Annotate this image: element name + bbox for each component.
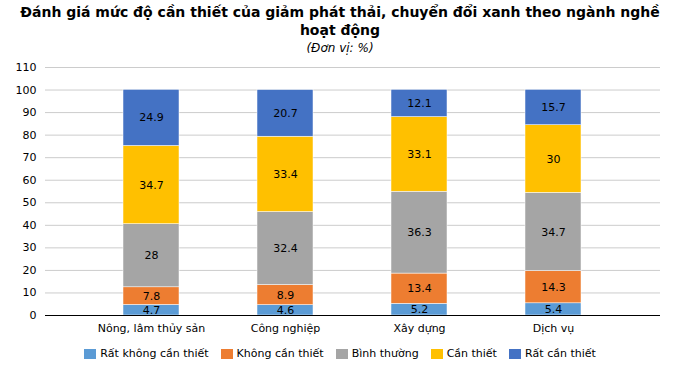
svg-text:10: 10 bbox=[23, 286, 37, 299]
html-text:Bình thường: Bình thường bbox=[351, 347, 419, 360]
html-text:(Đơn vị: %): (Đơn vị: %) bbox=[306, 41, 374, 55]
svg-text:Xây dựng: Xây dựng bbox=[393, 322, 445, 335]
svg-text:30: 30 bbox=[23, 241, 37, 254]
svg-text:12.1: 12.1 bbox=[407, 97, 432, 110]
svg-text:0: 0 bbox=[30, 309, 37, 322]
svg-text:Dịch vụ: Dịch vụ bbox=[533, 322, 575, 335]
svg-text:13.4: 13.4 bbox=[407, 282, 432, 295]
html-text:Cần thiết: Cần thiết bbox=[446, 347, 497, 360]
svg-text:8.9: 8.9 bbox=[277, 289, 295, 302]
svg-text:32.4: 32.4 bbox=[273, 242, 298, 255]
html-text:Không cần thiết: Không cần thiết bbox=[236, 347, 324, 360]
svg-text:15.7: 15.7 bbox=[541, 101, 566, 114]
svg-text:40: 40 bbox=[23, 219, 37, 232]
svg-text:30: 30 bbox=[547, 153, 561, 166]
svg-text:20: 20 bbox=[23, 264, 37, 277]
svg-text:20.7: 20.7 bbox=[273, 107, 298, 120]
svg-text:28: 28 bbox=[145, 249, 159, 262]
svg-text:Công nghiệp: Công nghiệp bbox=[251, 322, 321, 335]
svg-text:110: 110 bbox=[16, 61, 37, 74]
html-text:Rất không cần thiết: Rất không cần thiết bbox=[100, 347, 209, 360]
svg-text:33.4: 33.4 bbox=[273, 168, 298, 181]
svg-text:70: 70 bbox=[23, 151, 37, 164]
svg-text:100: 100 bbox=[16, 84, 37, 97]
svg-text:33.1: 33.1 bbox=[407, 148, 432, 161]
svg-text:5.2: 5.2 bbox=[411, 303, 429, 316]
svg-text:7.8: 7.8 bbox=[143, 290, 161, 303]
svg-text:4.7: 4.7 bbox=[143, 304, 161, 317]
svg-text:50: 50 bbox=[23, 196, 37, 209]
svg-text:Nông, lâm thủy sản: Nông, lâm thủy sản bbox=[98, 322, 206, 335]
svg-text:14.3: 14.3 bbox=[541, 281, 566, 294]
svg-text:5.4: 5.4 bbox=[545, 303, 563, 316]
svg-text:34.7: 34.7 bbox=[541, 225, 566, 238]
svg-text:36.3: 36.3 bbox=[407, 226, 432, 239]
html-text:Rất cần thiết: Rất cần thiết bbox=[524, 347, 596, 360]
svg-text:34.7: 34.7 bbox=[139, 179, 164, 192]
html-text:Đánh giá mức độ cần thiết của: Đánh giá mức độ cần thiết của giảm phát … bbox=[20, 4, 660, 38]
svg-text:4.6: 4.6 bbox=[277, 304, 295, 317]
svg-text:80: 80 bbox=[23, 129, 37, 142]
svg-text:90: 90 bbox=[23, 106, 37, 119]
svg-text:24.9: 24.9 bbox=[139, 111, 164, 124]
svg-text:60: 60 bbox=[23, 174, 37, 187]
